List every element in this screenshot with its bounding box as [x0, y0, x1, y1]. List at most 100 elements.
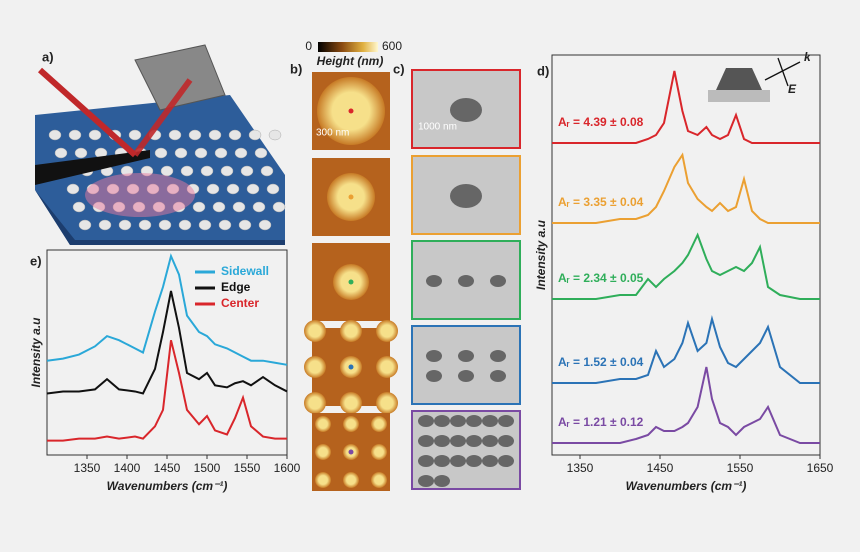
pillar [246, 183, 260, 195]
sem-pillar [498, 415, 514, 427]
pillar [206, 183, 220, 195]
sem-pillar [418, 435, 434, 447]
x-tick-label: 1350 [567, 461, 594, 475]
sem-pillar [418, 455, 434, 467]
sem-pillar [498, 455, 514, 467]
legend-label: Edge [221, 280, 251, 294]
spectrum [552, 315, 820, 384]
pillar [78, 219, 92, 231]
pillar [194, 147, 208, 159]
spectrum [552, 70, 820, 144]
spectrum [47, 339, 287, 442]
pillar [138, 219, 152, 231]
y-axis-label: Intensity a.u [534, 219, 548, 290]
pillar [160, 165, 174, 177]
sem-pillar [434, 455, 450, 467]
afm-dot [348, 364, 354, 370]
pillar [68, 129, 82, 141]
pillar [66, 183, 80, 195]
series-annotation: Aᵣ = 1.52 ± 0.04 [558, 355, 644, 369]
x-tick-label: 1550 [234, 461, 261, 475]
x-tick-label: 1450 [647, 461, 674, 475]
afm-dome [340, 392, 362, 414]
pillar [238, 219, 252, 231]
pillar [200, 165, 214, 177]
afm-dome [304, 392, 326, 414]
sem-pillar [426, 350, 442, 362]
afm-dome [371, 416, 387, 432]
spectrum [46, 253, 288, 366]
pillar [158, 219, 172, 231]
pillar [208, 129, 222, 141]
sem-pillar [458, 370, 474, 382]
x-tick-label: 1550 [727, 461, 754, 475]
colorbar-label: Height (nm) [317, 54, 384, 68]
pillar [212, 201, 226, 213]
x-tick-label: 1500 [194, 461, 221, 475]
sem-pillar [450, 455, 466, 467]
pillar [220, 165, 234, 177]
afm-dot [348, 279, 354, 285]
pillar [258, 219, 272, 231]
pillar [248, 129, 262, 141]
pillar [218, 219, 232, 231]
panel-label: a) [42, 49, 54, 64]
pillar [226, 183, 240, 195]
afm-dome [343, 416, 359, 432]
scale-bar-label: 300 nm [316, 128, 349, 139]
sem-tile [411, 325, 521, 405]
colorbar-max: 600 [382, 39, 402, 53]
x-tick-label: 1650 [807, 461, 834, 475]
afm-dot [348, 108, 354, 114]
sem-pillar [450, 98, 482, 122]
series-annotation: Aᵣ = 3.35 ± 0.04 [558, 195, 644, 209]
sem-pillar [466, 455, 482, 467]
pillar [54, 147, 68, 159]
pillar [272, 201, 286, 213]
pillar [260, 165, 274, 177]
pillar [174, 147, 188, 159]
afm-images [304, 72, 398, 491]
inset-schematic [708, 57, 801, 102]
spectrum [552, 152, 820, 224]
pillar [188, 129, 202, 141]
sem-pillar [490, 275, 506, 287]
sem-pillar [482, 455, 498, 467]
y-axis-label: Intensity a.u [29, 317, 43, 388]
pillar [88, 129, 102, 141]
sem-pillar [450, 435, 466, 447]
afm-dot [348, 194, 354, 200]
sem-pillar [450, 415, 466, 427]
sem-images [411, 69, 521, 490]
spectrum [552, 232, 820, 300]
sem-pillar [482, 435, 498, 447]
sem-pillar [434, 475, 450, 487]
afm-dome [315, 416, 331, 432]
x-tick-label: 1450 [154, 461, 181, 475]
afm-dome [343, 472, 359, 488]
sem-pillar [482, 415, 498, 427]
afm-dome [371, 444, 387, 460]
pillar [234, 147, 248, 159]
afm-dome [315, 444, 331, 460]
sem-pillar [434, 415, 450, 427]
pillar [98, 219, 112, 231]
colorbar [318, 42, 378, 52]
x-tick-label: 1400 [114, 461, 141, 475]
panel-label: d) [537, 63, 549, 78]
x-tick-label: 1600 [274, 461, 301, 475]
sem-pillar [418, 475, 434, 487]
pillar [240, 165, 254, 177]
pillar [178, 219, 192, 231]
pillar [72, 201, 86, 213]
sem-pillar [466, 415, 482, 427]
sem-pillar [458, 275, 474, 287]
pillar [118, 219, 132, 231]
plot-frame [551, 54, 821, 456]
pillar [180, 165, 194, 177]
pillar [228, 129, 242, 141]
spectrum [552, 366, 820, 444]
pillar [232, 201, 246, 213]
sem-pillar [498, 435, 514, 447]
